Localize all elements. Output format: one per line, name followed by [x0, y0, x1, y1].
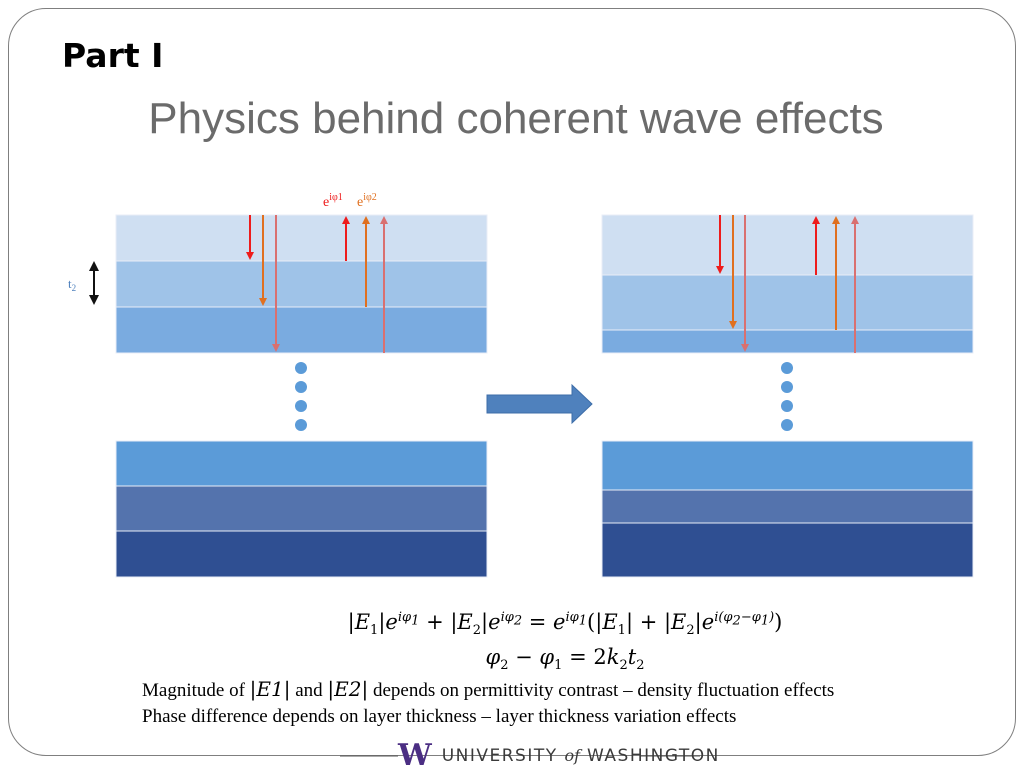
right-layer-3 [601, 329, 974, 354]
right-deep-2 [601, 489, 974, 524]
left-top-stack [115, 214, 488, 354]
left-deep-1 [115, 440, 488, 487]
left-bottom-stack [115, 440, 488, 578]
transition-arrow [486, 383, 593, 425]
caption-line-2: Phase difference depends on layer thickn… [142, 706, 737, 727]
left-layer-1 [115, 214, 488, 262]
phase2-label: eiφ2 [357, 192, 377, 210]
right-dot-3 [781, 400, 793, 412]
uw-footer-logo: W UNIVERSITY of WASHINGTON [398, 738, 720, 773]
caption-e2: |E2| [327, 677, 369, 701]
left-dot-2 [295, 381, 307, 393]
right-deep-1 [601, 440, 974, 491]
left-deep-2 [115, 485, 488, 532]
left-deep-3 [115, 530, 488, 578]
right-layer-2 [601, 274, 974, 331]
right-layer-1 [601, 214, 974, 276]
thickness-label: t2 [68, 276, 76, 293]
caption-e1: |E1| [249, 677, 291, 701]
right-bottom-stack [601, 440, 974, 578]
caption-line-1: Magnitude of |E1| and |E2| depends on pe… [142, 677, 835, 701]
right-deep-3 [601, 522, 974, 578]
uw-w-icon: W [398, 738, 432, 773]
uw-wordmark: UNIVERSITY of WASHINGTON [441, 746, 720, 766]
footer-rule [340, 755, 700, 757]
equation-line-2: φ2 − φ1 = 2k2t2 [485, 645, 645, 674]
left-dot-3 [295, 400, 307, 412]
right-dot-2 [781, 381, 793, 393]
left-layer-2 [115, 260, 488, 308]
equation-line-1: |E1|eiφ1 + |E2|eiφ2 = eiφ1(|E1| + |E2|ei… [347, 610, 783, 639]
left-dot-1 [295, 362, 307, 374]
right-dot-1 [781, 362, 793, 374]
part-label: Part I [62, 36, 164, 75]
phase1-label: eiφ1 [323, 192, 343, 210]
right-top-stack [601, 214, 974, 354]
right-dot-4 [781, 419, 793, 431]
slide-frame [8, 8, 1016, 756]
slide-title: Physics behind coherent wave effects [148, 94, 884, 143]
left-dot-4 [295, 419, 307, 431]
left-layer-3 [115, 306, 488, 354]
